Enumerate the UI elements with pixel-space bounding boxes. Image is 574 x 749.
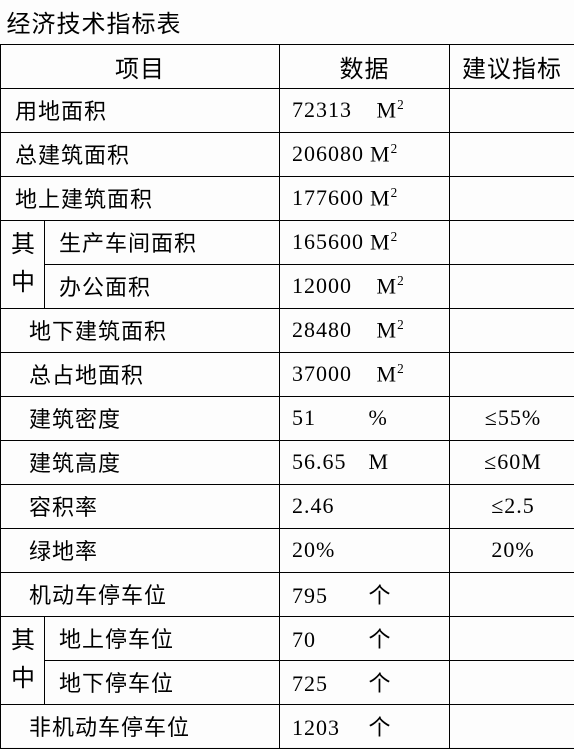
item-label: 地上停车位 [45, 616, 280, 660]
item-data: 72313 M2 [280, 88, 450, 132]
group-label-1: 其中 [1, 220, 45, 308]
item-data: 56.65 M [280, 440, 450, 484]
group-label-2: 其中 [1, 616, 45, 704]
item-suggest [450, 176, 574, 220]
item-suggest [450, 132, 574, 176]
item-suggest [450, 88, 574, 132]
item-data: 1203 个 [280, 704, 450, 748]
header-suggest: 建议指标 [450, 44, 574, 88]
table-row: 总占地面积 37000 M2 [1, 352, 574, 396]
item-data: 725 个 [280, 660, 450, 704]
item-data: 37000 M2 [280, 352, 450, 396]
item-suggest [450, 572, 574, 616]
table-row: 容积率 2.46 ≤2.5 [1, 484, 574, 528]
table-row: 地下建筑面积 28480 M2 [1, 308, 574, 352]
table-row: 非机动车停车位 1203 个 [1, 704, 574, 748]
table-row: 绿地率 20% 20% [1, 528, 574, 572]
item-label: 地下停车位 [45, 660, 280, 704]
item-data: 20% [280, 528, 450, 572]
item-label: 总占地面积 [1, 352, 280, 396]
item-data: 795 个 [280, 572, 450, 616]
item-data: 12000 M2 [280, 264, 450, 308]
item-data: 51 % [280, 396, 450, 440]
item-suggest [450, 308, 574, 352]
main-table: 经济技术指标表 项目 数据 建议指标 用地面积 72313 M2 总建筑面积 2… [0, 0, 574, 749]
table-row: 用地面积 72313 M2 [1, 88, 574, 132]
header-data: 数据 [280, 44, 450, 88]
item-data: 165600M2 [280, 220, 450, 264]
item-label: 生产车间面积 [45, 220, 280, 264]
item-suggest: ≤60M [450, 440, 574, 484]
table-row: 总建筑面积 206080M2 [1, 132, 574, 176]
item-label: 办公面积 [45, 264, 280, 308]
table-row: 其中 生产车间面积 165600M2 [1, 220, 574, 264]
item-label: 用地面积 [1, 88, 280, 132]
item-label: 建筑密度 [1, 396, 280, 440]
title-row: 经济技术指标表 [1, 0, 574, 44]
item-data: 70 个 [280, 616, 450, 660]
item-label: 容积率 [1, 484, 280, 528]
item-label: 建筑高度 [1, 440, 280, 484]
table-row: 机动车停车位 795 个 [1, 572, 574, 616]
item-data: 28480 M2 [280, 308, 450, 352]
header-row: 项目 数据 建议指标 [1, 44, 574, 88]
table-row: 办公面积 12000 M2 [1, 264, 574, 308]
table-title: 经济技术指标表 [1, 0, 574, 44]
item-data: 2.46 [280, 484, 450, 528]
table-row: 地下停车位 725 个 [1, 660, 574, 704]
table-row: 建筑密度 51 % ≤55% [1, 396, 574, 440]
item-label: 绿地率 [1, 528, 280, 572]
table-row: 地上建筑面积 177600M2 [1, 176, 574, 220]
item-suggest [450, 616, 574, 660]
item-data: 177600M2 [280, 176, 450, 220]
item-suggest [450, 660, 574, 704]
item-suggest [450, 220, 574, 264]
item-label: 非机动车停车位 [1, 704, 280, 748]
table-row: 建筑高度 56.65 M ≤60M [1, 440, 574, 484]
item-suggest: ≤55% [450, 396, 574, 440]
item-label: 地上建筑面积 [1, 176, 280, 220]
item-suggest [450, 704, 574, 748]
item-data: 206080M2 [280, 132, 450, 176]
item-label: 地下建筑面积 [1, 308, 280, 352]
item-suggest: 20% [450, 528, 574, 572]
item-suggest [450, 352, 574, 396]
item-suggest: ≤2.5 [450, 484, 574, 528]
item-suggest [450, 264, 574, 308]
item-label: 机动车停车位 [1, 572, 280, 616]
item-label: 总建筑面积 [1, 132, 280, 176]
economic-indicators-table: 经济技术指标表 项目 数据 建议指标 用地面积 72313 M2 总建筑面积 2… [0, 0, 574, 747]
header-item: 项目 [1, 44, 280, 88]
table-row: 其中 地上停车位 70 个 [1, 616, 574, 660]
